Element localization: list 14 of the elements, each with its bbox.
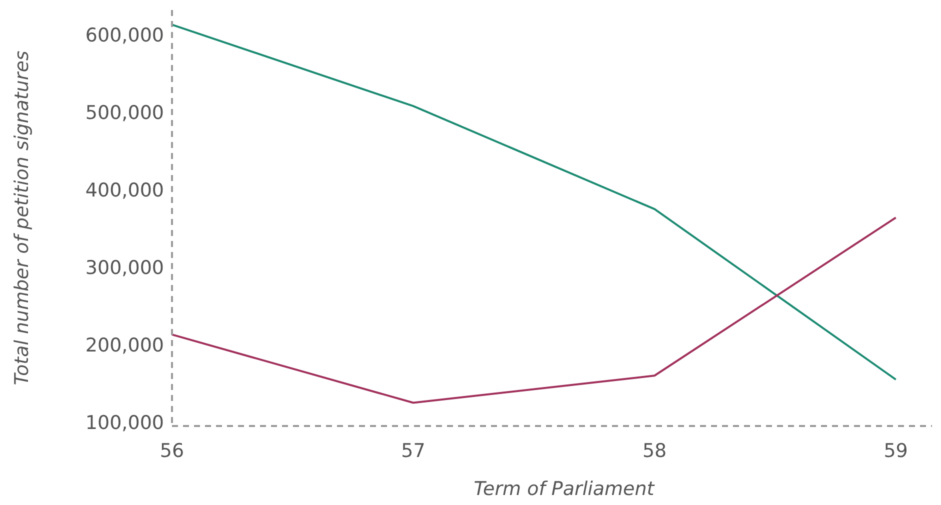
y-tick-label: 500,000 bbox=[85, 102, 164, 124]
y-tick-label: 200,000 bbox=[85, 334, 164, 356]
x-tick-label: 59 bbox=[884, 440, 908, 462]
line-series bbox=[171, 216, 897, 404]
y-axis-title: Total number of petition signatures bbox=[11, 50, 33, 386]
x-tick-label: 58 bbox=[642, 440, 667, 462]
y-tick-label: 400,000 bbox=[85, 179, 164, 202]
y-tick-label: 100,000 bbox=[85, 412, 164, 434]
x-tick-label: 56 bbox=[160, 440, 184, 462]
y-tick-label: 600,000 bbox=[85, 24, 164, 46]
line-series bbox=[171, 24, 897, 381]
x-axis-title: Term of Parliament bbox=[474, 478, 656, 500]
x-tick-label: 57 bbox=[401, 440, 426, 462]
y-tick-label: 300,000 bbox=[85, 256, 164, 279]
